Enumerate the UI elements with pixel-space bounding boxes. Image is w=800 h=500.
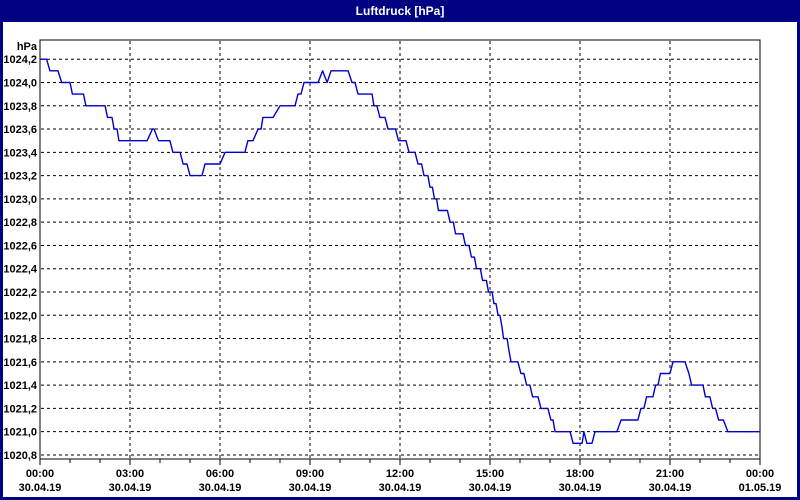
x-tick-time-label: 03:00 xyxy=(116,468,144,480)
x-tick-time-label: 00:00 xyxy=(26,468,54,480)
x-tick-time-label: 06:00 xyxy=(206,468,234,480)
x-tick-time-label: 21:00 xyxy=(656,468,684,480)
window-title-bar: Luftdruck [hPa] xyxy=(0,0,800,22)
y-tick-label: 1022,6 xyxy=(3,240,37,252)
y-tick-label: 1021,4 xyxy=(3,380,38,392)
x-tick-time-label: 12:00 xyxy=(386,468,414,480)
y-tick-label: 1020,8 xyxy=(3,450,37,462)
x-tick-time-label: 09:00 xyxy=(296,468,324,480)
x-tick-time-label: 18:00 xyxy=(566,468,594,480)
y-tick-label: 1023,8 xyxy=(3,101,37,113)
y-axis-unit-label: hPa xyxy=(17,41,38,53)
x-tick-time-label: 00:00 xyxy=(746,468,774,480)
y-tick-label: 1022,4 xyxy=(3,264,38,276)
x-tick-date-label: 30.04.19 xyxy=(199,482,242,494)
x-tick-time-label: 15:00 xyxy=(476,468,504,480)
y-tick-label: 1023,2 xyxy=(3,171,37,183)
x-tick-date-label: 30.04.19 xyxy=(379,482,422,494)
pressure-line xyxy=(39,58,761,444)
y-tick-label: 1022,2 xyxy=(3,287,37,299)
y-tick-label: 1021,8 xyxy=(3,334,37,346)
y-tick-label: 1021,0 xyxy=(3,427,37,439)
y-tick-label: 1022,0 xyxy=(3,310,37,322)
x-tick-date-label: 01.05.19 xyxy=(739,482,782,494)
x-tick-date-label: 30.04.19 xyxy=(649,482,692,494)
y-tick-label: 1023,0 xyxy=(3,194,37,206)
window-title: Luftdruck [hPa] xyxy=(355,4,445,18)
x-tick-date-label: 30.04.19 xyxy=(289,482,332,494)
y-tick-label: 1024,0 xyxy=(3,77,37,89)
x-tick-date-label: 30.04.19 xyxy=(19,482,62,494)
y-tick-label: 1023,6 xyxy=(3,124,37,136)
x-tick-date-label: 30.04.19 xyxy=(469,482,512,494)
y-tick-label: 1021,6 xyxy=(3,357,37,369)
y-tick-label: 1021,2 xyxy=(3,403,37,415)
y-tick-label: 1022,8 xyxy=(3,217,37,229)
y-tick-label: 1024,2 xyxy=(3,54,37,66)
y-tick-label: 1023,4 xyxy=(3,147,38,159)
x-tick-date-label: 30.04.19 xyxy=(559,482,602,494)
plot-frame xyxy=(39,39,761,460)
x-tick-date-label: 30.04.19 xyxy=(109,482,152,494)
